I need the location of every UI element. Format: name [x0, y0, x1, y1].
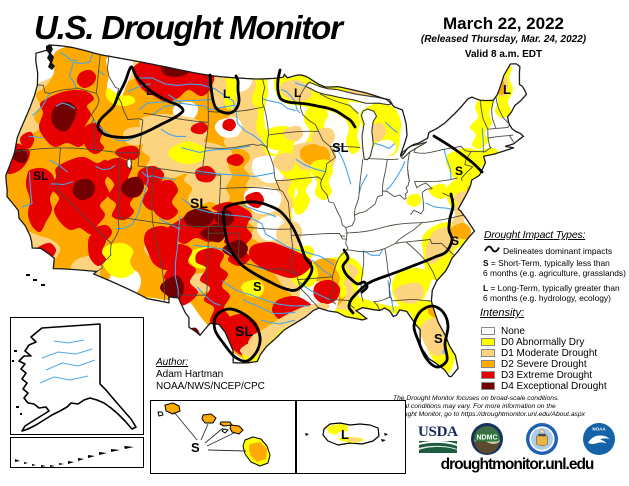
- svg-text:L: L: [223, 87, 230, 101]
- svg-text:S: S: [253, 279, 262, 294]
- svg-text:USDA: USDA: [418, 424, 458, 440]
- svg-text:L: L: [503, 82, 511, 97]
- svg-text:NDMC: NDMC: [477, 435, 498, 442]
- svg-text:SL: SL: [33, 169, 48, 183]
- svg-text:S: S: [455, 164, 463, 178]
- svg-text:S: S: [434, 331, 443, 346]
- svg-text:L: L: [294, 86, 301, 100]
- svg-text:L: L: [146, 84, 153, 98]
- svg-text:L: L: [341, 427, 349, 442]
- svg-text:S: S: [451, 234, 459, 248]
- svg-text:NOAA: NOAA: [592, 427, 606, 432]
- svg-text:SL: SL: [190, 195, 208, 211]
- svg-text:S: S: [191, 440, 200, 455]
- svg-text:SL: SL: [332, 140, 349, 155]
- svg-text:SL: SL: [235, 323, 253, 339]
